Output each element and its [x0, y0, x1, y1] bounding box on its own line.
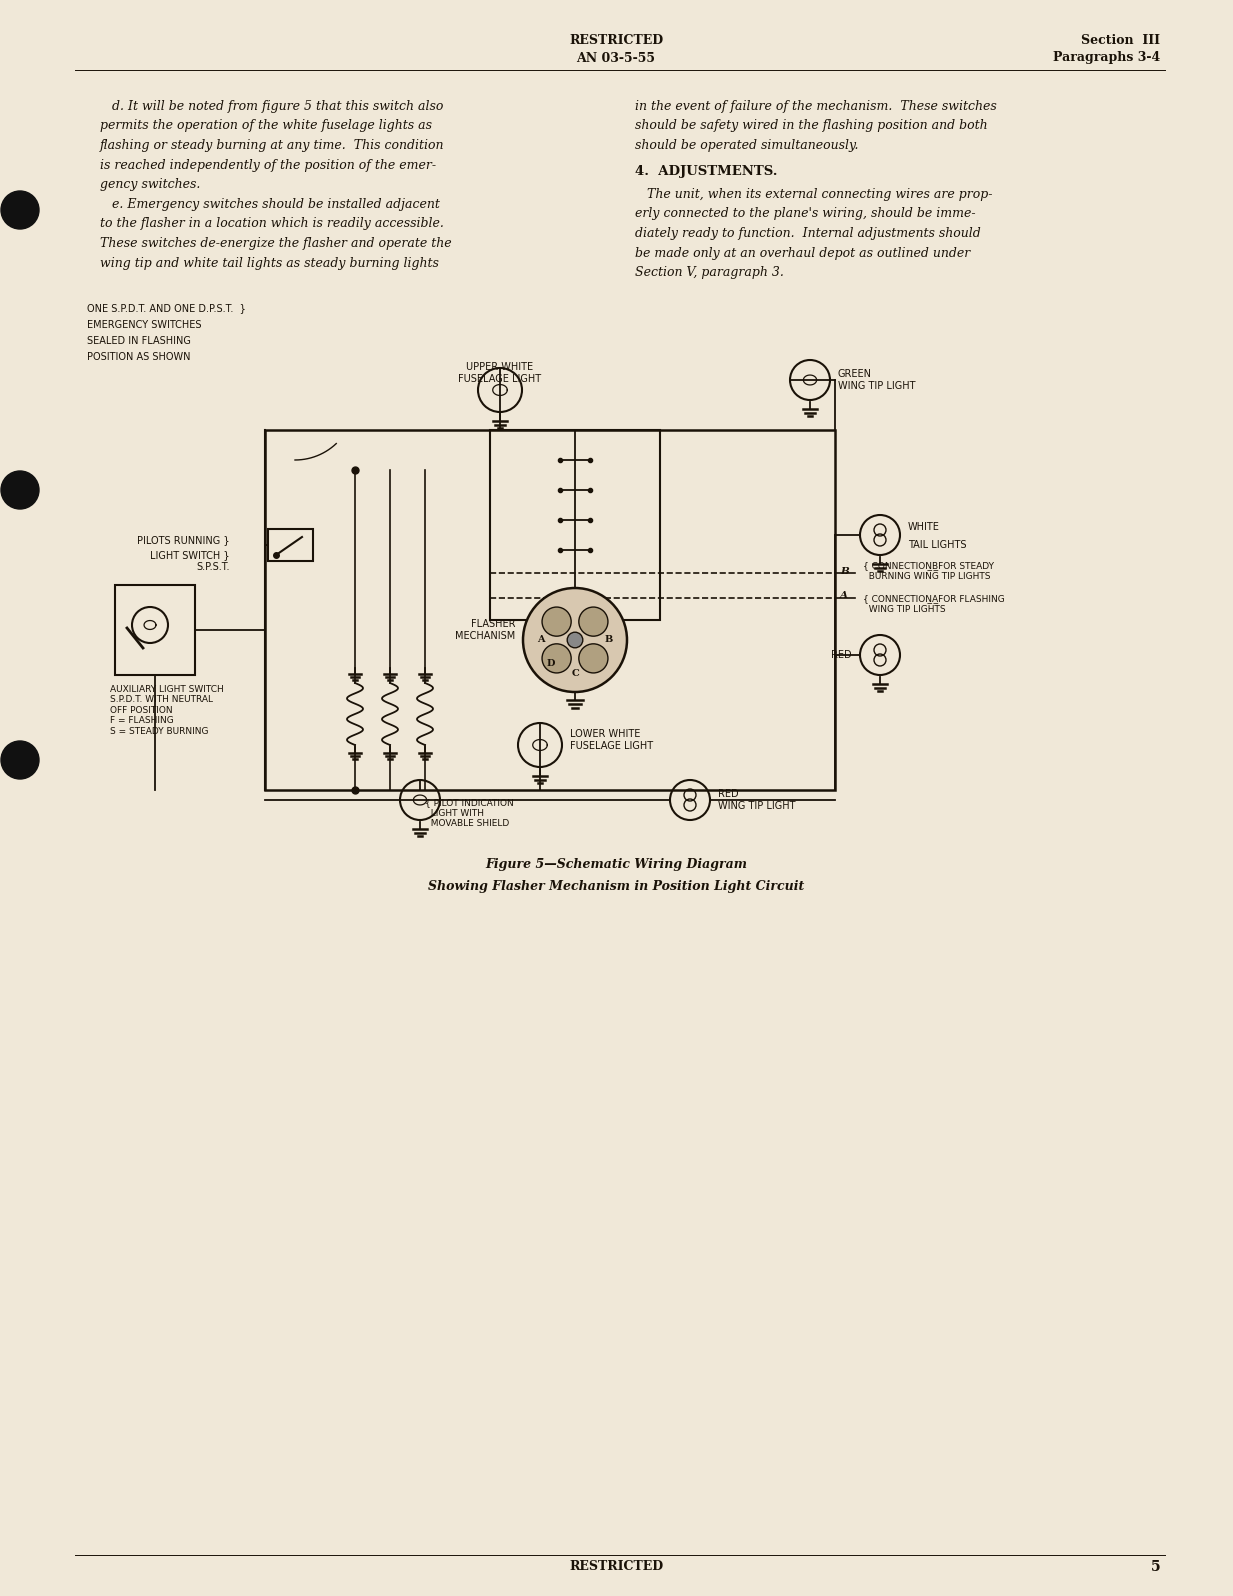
Text: The unit, when its external connecting wires are prop-: The unit, when its external connecting w…: [635, 188, 993, 201]
Text: B: B: [840, 567, 848, 576]
Bar: [490, 429, 660, 619]
Text: in the event of failure of the mechanism.  These switches: in the event of failure of the mechanism…: [635, 101, 996, 113]
Text: EMERGENCY SWITCHES: EMERGENCY SWITCHES: [88, 321, 201, 330]
Circle shape: [578, 606, 608, 637]
Text: permits the operation of the white fuselage lights as: permits the operation of the white fusel…: [100, 120, 432, 132]
Bar: [265, 429, 835, 790]
Circle shape: [523, 587, 628, 693]
Text: C: C: [571, 669, 578, 678]
Text: UPPER WHITE
FUSELAGE LIGHT: UPPER WHITE FUSELAGE LIGHT: [459, 362, 541, 383]
Text: B: B: [604, 635, 613, 645]
Text: flashing or steady burning at any time.  This condition: flashing or steady burning at any time. …: [100, 139, 445, 152]
Text: Section  III: Section III: [1081, 34, 1160, 46]
Text: TAIL LIGHTS: TAIL LIGHTS: [907, 539, 967, 551]
Circle shape: [543, 643, 571, 674]
Text: be made only at an overhaul depot as outlined under: be made only at an overhaul depot as out…: [635, 246, 970, 260]
Text: LOWER WHITE
FUSELAGE LIGHT: LOWER WHITE FUSELAGE LIGHT: [570, 729, 653, 750]
Text: to the flasher in a location which is readily accessible.: to the flasher in a location which is re…: [100, 217, 444, 230]
Text: Figure 5—Schematic Wiring Diagram: Figure 5—Schematic Wiring Diagram: [485, 859, 747, 871]
Bar: [268, 528, 313, 562]
Circle shape: [578, 643, 608, 674]
Text: POSITION AS SHOWN: POSITION AS SHOWN: [88, 353, 191, 362]
Text: Paragraphs 3-4: Paragraphs 3-4: [1053, 51, 1160, 64]
Text: A: A: [538, 635, 545, 645]
Text: diately ready to function.  Internal adjustments should: diately ready to function. Internal adju…: [635, 227, 980, 239]
Text: is reached independently of the position of the emer-: is reached independently of the position…: [100, 158, 436, 171]
Text: should be operated simultaneously.: should be operated simultaneously.: [635, 139, 858, 152]
Text: wing tip and white tail lights as steady burning lights: wing tip and white tail lights as steady…: [100, 257, 439, 270]
Circle shape: [567, 632, 583, 648]
Text: WHITE: WHITE: [907, 522, 940, 531]
Text: { CONNECTION̲B̲FOR STEADY
  BURNING WING TIP LIGHTS: { CONNECTION̲B̲FOR STEADY BURNING WING T…: [863, 562, 994, 581]
Text: 5: 5: [1150, 1559, 1160, 1574]
Text: SEALED IN FLASHING: SEALED IN FLASHING: [88, 337, 191, 346]
Text: gency switches.: gency switches.: [100, 179, 201, 192]
Text: F: F: [120, 640, 125, 648]
Text: 4.  ADJUSTMENTS.: 4. ADJUSTMENTS.: [635, 164, 778, 179]
Text: •OFF: •OFF: [120, 624, 143, 632]
Text: S.P.S.T.: S.P.S.T.: [196, 562, 231, 571]
Text: Section V, paragraph 3.: Section V, paragraph 3.: [635, 267, 784, 279]
Text: GREEN
WING TIP LIGHT: GREEN WING TIP LIGHT: [838, 369, 915, 391]
Text: D: D: [547, 659, 555, 669]
Circle shape: [1, 192, 39, 228]
Text: { PILOT INDICATION
  LIGHT WITH
  MOVABLE SHIELD: { PILOT INDICATION LIGHT WITH MOVABLE SH…: [425, 798, 514, 828]
Text: AUXILIARY LIGHT SWITCH
S.P.D.T. WITH NEUTRAL
OFF POSITION
F = FLASHING
S = STEAD: AUXILIARY LIGHT SWITCH S.P.D.T. WITH NEU…: [110, 685, 223, 736]
Text: FLASHER
MECHANISM: FLASHER MECHANISM: [455, 619, 515, 642]
Text: erly connected to the plane's wiring, should be imme-: erly connected to the plane's wiring, sh…: [635, 207, 975, 220]
Text: A: A: [840, 592, 848, 600]
Text: RESTRICTED: RESTRICTED: [568, 1561, 663, 1574]
Circle shape: [1, 741, 39, 779]
Text: Showing Flasher Mechanism in Position Light Circuit: Showing Flasher Mechanism in Position Li…: [428, 879, 804, 894]
Text: AN 03-5-55: AN 03-5-55: [577, 51, 656, 64]
Text: PILOTS RUNNING }: PILOTS RUNNING }: [137, 535, 231, 544]
Text: RED
WING TIP LIGHT: RED WING TIP LIGHT: [718, 788, 795, 811]
Text: should be safety wired in the flashing position and both: should be safety wired in the flashing p…: [635, 120, 988, 132]
Text: ONE S.P.D.T. AND ONE D.P.S.T.  }: ONE S.P.D.T. AND ONE D.P.S.T. }: [88, 303, 245, 313]
Text: These switches de-energize the flasher and operate the: These switches de-energize the flasher a…: [100, 236, 451, 251]
Text: RESTRICTED: RESTRICTED: [568, 34, 663, 46]
Circle shape: [1, 471, 39, 509]
Text: e. Emergency switches should be installed adjacent: e. Emergency switches should be installe…: [100, 198, 440, 211]
Bar: [115, 586, 195, 675]
Text: RED: RED: [831, 650, 852, 661]
Text: LIGHT SWITCH }: LIGHT SWITCH }: [150, 551, 231, 560]
Text: { CONNECTION̲A̲FOR FLASHING
  WING TIP LIGHTS: { CONNECTION̲A̲FOR FLASHING WING TIP LIG…: [863, 594, 1005, 614]
Text: •S: •S: [120, 608, 131, 616]
Circle shape: [543, 606, 571, 637]
Text: d. It will be noted from figure 5 that this switch also: d. It will be noted from figure 5 that t…: [100, 101, 444, 113]
